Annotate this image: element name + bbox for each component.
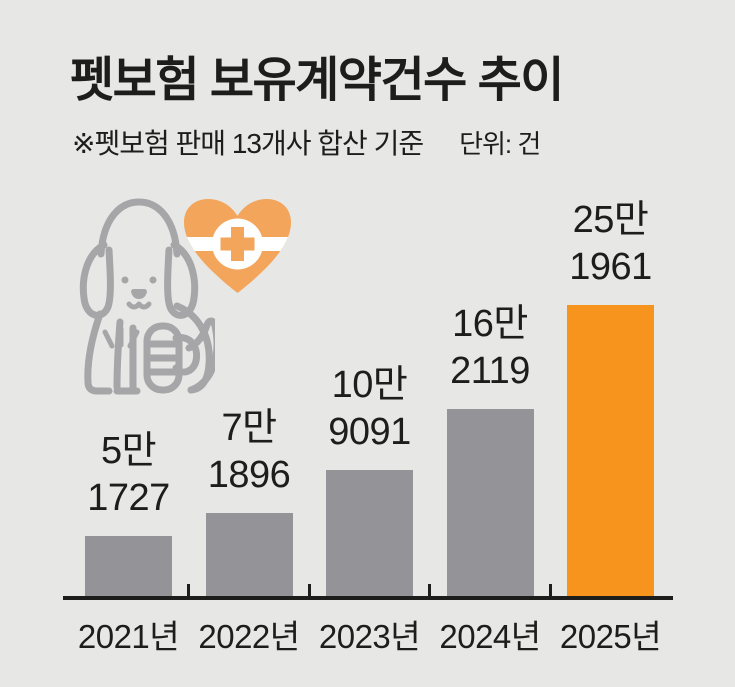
value-line-rest: 2119 [450,350,530,392]
bar-value-label: 5만 1727 [29,428,229,522]
axis-tick [187,584,191,598]
chart-bar-2023년 [326,470,413,596]
x-axis-label: 2021년 [77,618,180,655]
bar-value-label: 10만 9091 [270,362,470,456]
x-axis-line [63,596,673,600]
bar-value-label: 25만 1961 [511,197,711,291]
value-line-rest: 9091 [328,411,411,453]
value-line-man: 16만 [452,303,528,345]
value-line-rest: 1727 [87,477,170,519]
value-line-man: 10만 [331,364,408,406]
injured-dog-icon [63,188,221,396]
medical-heart-icon [181,196,294,296]
axis-tick [548,584,552,598]
value-line-rest: 1896 [207,454,291,496]
chart-bar-2021년 [85,536,172,596]
value-line-rest: 1961 [569,246,652,288]
x-axis-label: 2022년 [198,618,300,655]
chart-bar-2025년 [567,305,654,596]
unit-label: 단위: 건 [459,129,541,159]
chart-bar-2022년 [205,513,293,596]
bar-chart: 5만 1727 2021년 7만 1896 2022년 10만 9091 2023년 16만 211… [63,0,673,687]
axis-tick [428,584,432,598]
chart-bar-2024년 [446,409,534,596]
bar-value-label: 7만 1896 [149,405,349,499]
x-axis-label: 2024년 [439,618,541,655]
value-line-man: 7만 [221,407,277,449]
axis-tick [307,584,311,598]
value-line-man: 5만 [100,430,157,472]
chart-note: ※펫보험 판매 13개사 합산 기준 [72,128,424,159]
value-line-man: 25만 [572,199,649,241]
bar-value-label: 16만 2119 [390,301,590,395]
x-axis-label: 2023년 [318,618,421,655]
x-axis-label: 2025년 [559,618,662,655]
subtitle-row: ※펫보험 판매 13개사 합산 기준 단위: 건 [72,122,541,162]
page-title: 펫보험 보유계약건수 추이 [70,54,564,107]
